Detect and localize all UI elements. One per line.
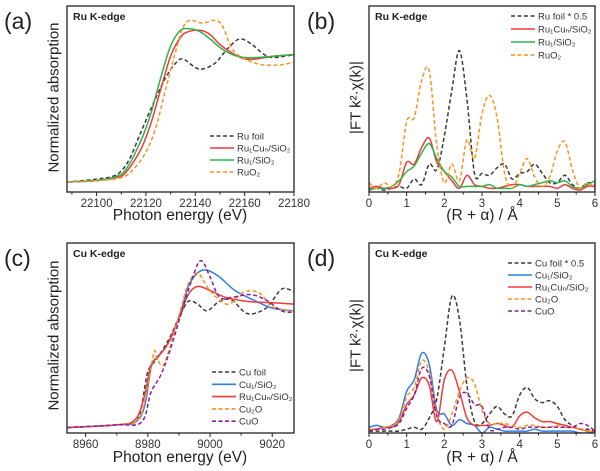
panel-label-d: (d) <box>307 245 336 271</box>
series-line-4 <box>369 366 595 432</box>
legend-label: Cu foil <box>239 368 266 379</box>
series-line-0 <box>369 294 595 432</box>
y-axis-label-a: Normalized absorption <box>45 22 63 173</box>
x-tick-label: 4 <box>516 198 523 210</box>
x-tick-label: 22160 <box>229 198 261 210</box>
x-tick-label: 8980 <box>135 439 161 451</box>
x-tick-label: 22140 <box>179 198 211 210</box>
legend-label: Ru₁/SiO₂ <box>237 156 275 167</box>
x-tick-label: 0 <box>366 439 372 451</box>
x-tick-label: 22100 <box>81 198 113 210</box>
x-tick-label: 22120 <box>130 198 162 210</box>
legend-label: Cu foil * 0.5 <box>535 259 584 270</box>
x-tick-label: 8960 <box>73 439 99 451</box>
x-tick-label: 9020 <box>259 439 285 451</box>
panel-title: Ru K-edge <box>375 11 428 23</box>
legend-label: CuO <box>535 307 555 318</box>
series-line-2 <box>369 142 595 191</box>
series-line-0 <box>369 49 595 191</box>
x-tick-label: 1 <box>403 439 409 451</box>
series-line-3 <box>369 359 595 432</box>
legend-label: Ru₁Cuₙ/SiO₂ <box>538 25 592 36</box>
plot-frame <box>66 5 295 193</box>
series-line-3 <box>369 66 595 190</box>
panel-label-a: (a) <box>4 8 33 34</box>
x-tick-label: 3 <box>479 198 485 210</box>
legend-label: RuO₂ <box>538 51 562 62</box>
series-line-2 <box>67 27 294 183</box>
y-axis-label-b: |FT k²·χ(k)| <box>347 61 365 134</box>
series-line-3 <box>67 19 294 183</box>
x-tick-label: 22180 <box>278 198 310 210</box>
series-line-2 <box>67 285 294 429</box>
x-tick-label: 5 <box>554 439 560 451</box>
y-axis-label-c: Normalized absorption <box>45 260 63 411</box>
x-tick-label: 6 <box>592 198 598 210</box>
x-tick-label: 6 <box>592 439 598 451</box>
panel-title: Cu K-edge <box>73 248 126 260</box>
legend-label: Ru₁Cuₙ/SiO₂ <box>239 392 293 403</box>
x-axis-label-c: Photon energy (eV) <box>112 449 248 466</box>
x-axis-label-a: Photon energy (eV) <box>112 207 248 224</box>
legend-label: CuO <box>239 417 259 428</box>
legend-label: Cu₂O <box>535 295 558 306</box>
legend-label: Ru₁/SiO₂ <box>538 38 576 49</box>
legend-label: Cu₂O <box>239 404 262 415</box>
series-line-2 <box>369 369 595 432</box>
series-line-1 <box>369 351 595 433</box>
series-line-3 <box>67 272 294 429</box>
x-tick-label: 9000 <box>197 439 223 451</box>
plot-frame <box>66 242 295 434</box>
panel-b: Ru foil * 0.5 Ru₁Cuₙ/SiO₂ Ru₁/SiO₂ RuO₂ Ru K… <box>366 5 598 210</box>
legend-label: Ru foil * 0.5 <box>538 12 587 23</box>
x-axis-label-d: (R + α) / Å <box>446 449 518 466</box>
panel-label-b: (b) <box>307 8 336 34</box>
legend-label: Cu₁/SiO₂ <box>535 271 573 282</box>
x-tick-label: 2 <box>441 439 447 451</box>
legend-label: Ru foil <box>237 132 264 143</box>
panel-title: Ru K-edge <box>73 11 126 23</box>
x-tick-label: 5 <box>554 198 560 210</box>
panel-label-c: (c) <box>4 245 31 271</box>
x-tick-label: 0 <box>366 198 372 210</box>
x-axis-label-b: (R + α) / Å <box>446 207 518 224</box>
x-tick-label: 1 <box>403 198 409 210</box>
series-line-0 <box>67 38 294 183</box>
x-tick-label: 2 <box>441 198 447 210</box>
y-axis-label-d: |FT k²·χ(k)| <box>347 299 365 372</box>
x-tick-label: 4 <box>516 439 523 451</box>
legend-label: Ru₁Cuₙ/SiO₂ <box>237 144 291 155</box>
x-tick-label: 3 <box>479 439 485 451</box>
legend-label: Ru₁Cuₙ/SiO₂ <box>535 283 589 294</box>
panel-title: Cu K-edge <box>375 248 428 260</box>
legend-label: RuO₂ <box>237 168 261 179</box>
legend-label: Cu₁/SiO₂ <box>239 380 277 391</box>
